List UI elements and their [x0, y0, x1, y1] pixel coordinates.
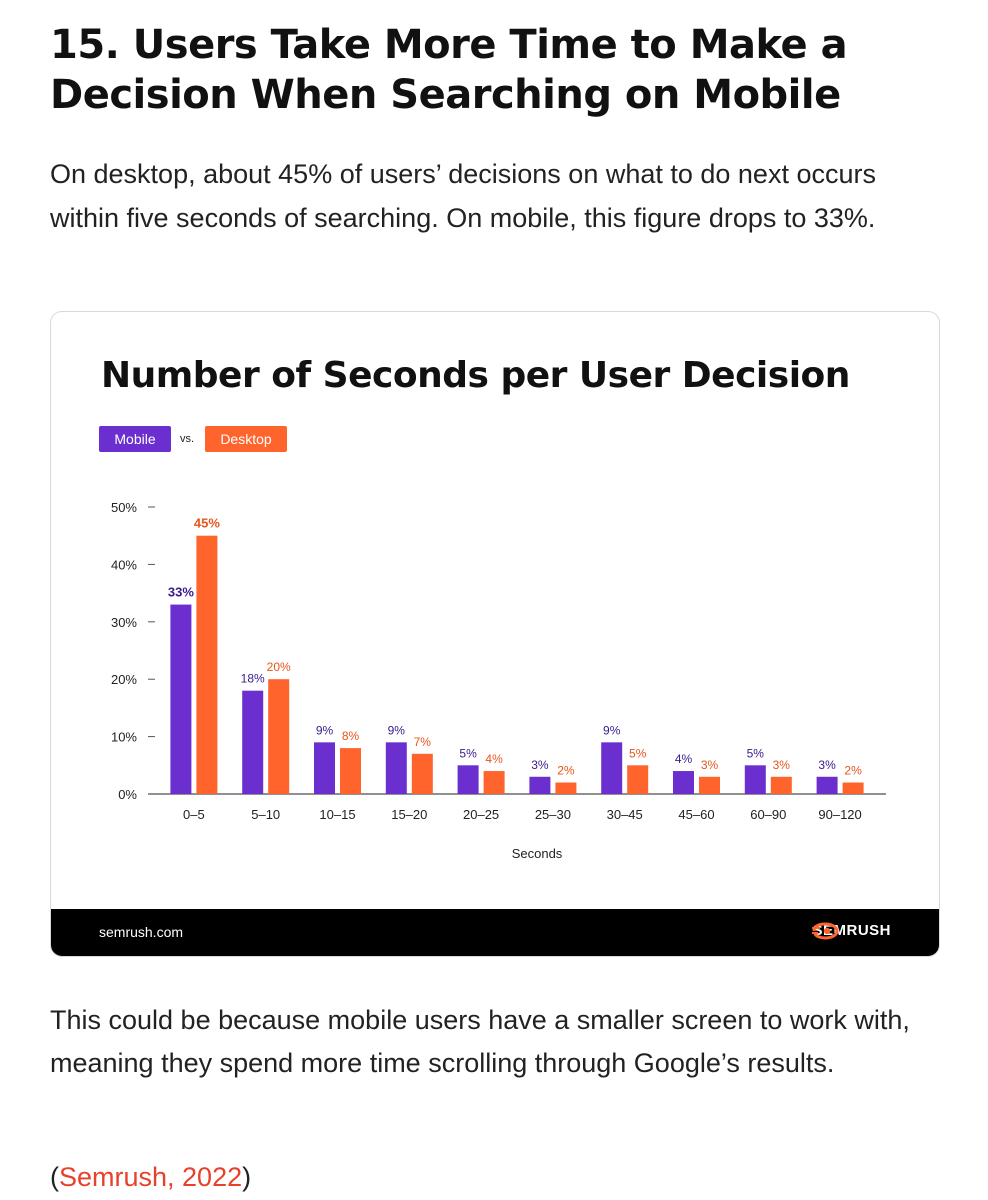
legend-desktop: Desktop [205, 426, 287, 452]
y-tick-label: 20% [111, 672, 137, 687]
y-tick-label: 40% [111, 557, 137, 572]
data-label-desktop: 45% [194, 516, 220, 531]
bar-mobile [673, 771, 694, 794]
citation-close-paren: ) [242, 1162, 252, 1192]
data-label-desktop: 5% [629, 746, 647, 760]
bar-mobile [242, 690, 264, 794]
data-label-mobile: 9% [388, 723, 406, 737]
bar-mobile [601, 742, 623, 794]
bar-mobile [457, 765, 479, 794]
citation: (Semrush, 2022) [50, 1157, 950, 1197]
x-tick-label: 45–60 [678, 807, 714, 822]
legend-vs: vs. [180, 433, 195, 445]
bar-desktop [842, 782, 864, 794]
bar-desktop [483, 771, 505, 794]
card-footer: semrush.com SEMRUSH [51, 909, 939, 956]
bar-mobile [744, 765, 766, 794]
bar-desktop [268, 679, 290, 794]
y-tick-label: 30% [111, 615, 137, 630]
legend-mobile: Mobile [99, 426, 171, 452]
data-label-mobile: 4% [675, 752, 693, 766]
bar-mobile [816, 776, 838, 794]
y-tick-label: 10% [111, 730, 137, 745]
data-label-desktop: 3% [773, 758, 791, 772]
bar-desktop [627, 765, 649, 794]
y-tick-label: 0% [118, 787, 137, 802]
semrush-logo-icon [812, 922, 839, 940]
bar-desktop [770, 776, 792, 794]
x-tick-label: 60–90 [750, 807, 786, 822]
bar-desktop [196, 535, 218, 794]
article-followup-paragraph: This could be because mobile users have … [50, 1005, 910, 1078]
data-label-mobile: 9% [603, 723, 621, 737]
data-label-mobile: 3% [531, 758, 549, 772]
x-tick-label: 25–30 [535, 807, 571, 822]
y-tick-label: 50% [111, 500, 137, 515]
data-label-desktop: 7% [414, 735, 432, 749]
x-tick-label: 30–45 [607, 807, 643, 822]
bar-desktop [555, 782, 577, 794]
citation-link[interactable]: Semrush, 2022 [59, 1162, 243, 1192]
bar-desktop [340, 748, 361, 794]
footer-brand[interactable]: SEMRUSH [812, 922, 891, 940]
chart-card: Number of Seconds per User Decision Mobi… [50, 311, 940, 957]
bar-chart: 0%10%20%30%40%50%33%45%0–518%20%5–109% 8%… [111, 500, 886, 861]
citation-open-paren: ( [50, 1162, 59, 1192]
x-tick-label: 90–120 [818, 807, 861, 822]
chart-title: Number of Seconds per User Decision [101, 355, 850, 396]
bar-mobile [385, 742, 407, 794]
x-tick-label: 5–10 [251, 807, 280, 822]
data-label-mobile: 33% [168, 585, 194, 600]
data-label-mobile: 18% [241, 672, 265, 686]
bar-desktop [699, 776, 720, 794]
article-heading: 15. Users Take More Time to Make a Decis… [50, 22, 848, 118]
x-tick-label: 20–25 [463, 807, 499, 822]
bar-mobile [314, 742, 335, 794]
data-label-mobile: 5% [459, 746, 477, 760]
data-label-mobile: 9% [316, 723, 334, 737]
data-label-desktop: 3% [701, 758, 719, 772]
data-label-desktop: 2% [844, 764, 862, 778]
x-tick-label: 10–15 [319, 807, 355, 822]
data-label-mobile: 5% [747, 746, 765, 760]
data-label-desktop: 20% [267, 660, 291, 674]
bar-mobile [170, 604, 192, 794]
data-label-desktop: 2% [557, 764, 575, 778]
x-tick-label: 15–20 [391, 807, 427, 822]
x-axis-title: Seconds [512, 846, 563, 861]
bar-desktop [411, 753, 433, 794]
footer-site-link[interactable]: semrush.com [99, 924, 184, 940]
data-label-desktop: 4% [485, 752, 503, 766]
x-tick-label: 0–5 [183, 807, 205, 822]
bar-mobile [529, 776, 551, 794]
article-lead-paragraph: On desktop, about 45% of users’ decision… [50, 159, 876, 233]
data-label-mobile: 3% [818, 758, 836, 772]
data-label-desktop: 8% [342, 729, 360, 743]
